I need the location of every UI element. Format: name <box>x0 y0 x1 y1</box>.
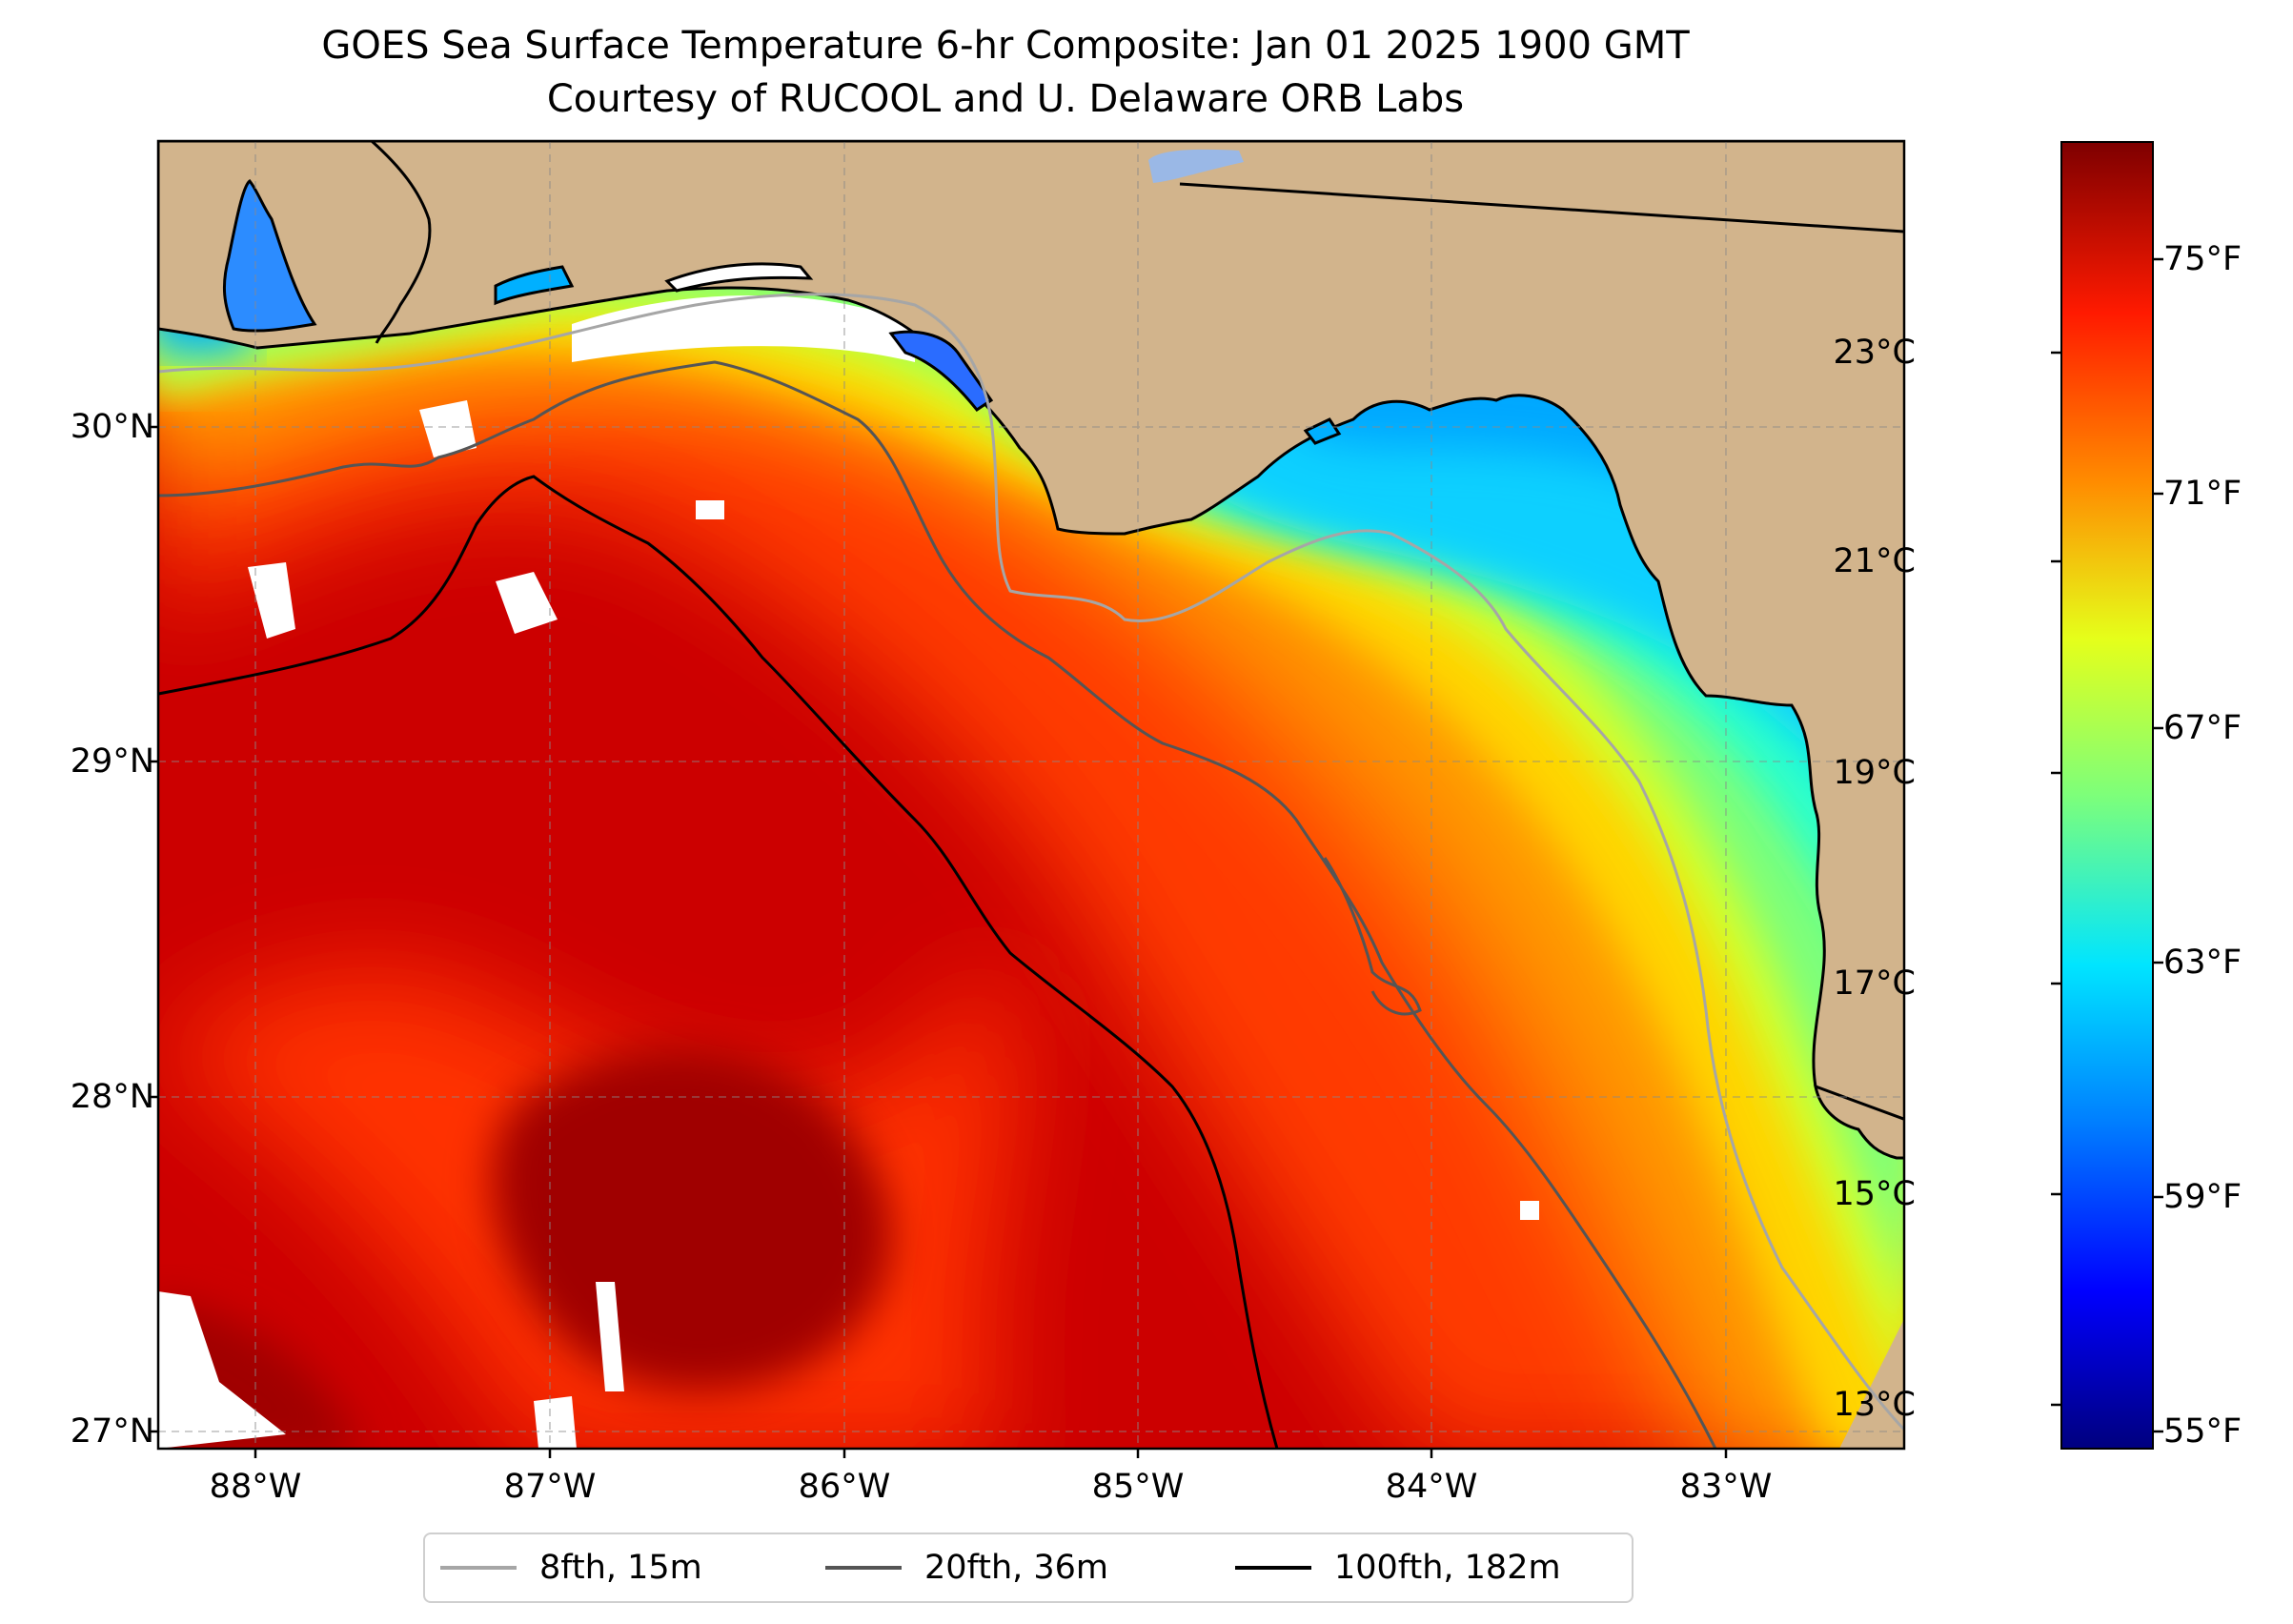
legend-item: 100fth, 182m <box>1235 1534 1561 1601</box>
legend-label: 100fth, 182m <box>1334 1549 1561 1587</box>
legend-item: 20fth, 36m <box>825 1534 1108 1601</box>
river-line <box>370 141 432 344</box>
fahrenheit-tick-label: 59°F <box>2163 1178 2242 1216</box>
fahrenheit-tick-label: 63°F <box>2163 944 2242 982</box>
celsius-tick-label: 23°C <box>1833 334 1916 372</box>
temperature-colorbar <box>2060 141 2154 1450</box>
lon-tick-label: 88°W <box>209 1468 302 1506</box>
lon-tick-label: 83°W <box>1679 1468 1773 1506</box>
legend-label: 8fth, 15m <box>539 1549 702 1587</box>
legend-swatch <box>440 1566 517 1570</box>
celsius-tick-label: 13°C <box>1833 1386 1916 1424</box>
axis-ticks <box>149 425 1728 1458</box>
colorbar-ticks <box>2051 257 2163 1433</box>
figure-title: GOES Sea Surface Temperature 6-hr Compos… <box>321 24 1690 68</box>
legend-item: 8fth, 15m <box>440 1534 702 1601</box>
graticule <box>158 141 1904 1449</box>
fahrenheit-tick-label: 71°F <box>2163 475 2242 513</box>
fahrenheit-tick-label: 75°F <box>2163 240 2242 278</box>
lon-tick-label: 86°W <box>798 1468 891 1506</box>
lon-tick-label: 85°W <box>1091 1468 1185 1506</box>
isobath-legend: 8fth, 15m 20fth, 36m 100fth, 182m <box>423 1533 1634 1603</box>
coastal-water <box>223 149 1342 445</box>
fahrenheit-tick-label: 55°F <box>2163 1412 2242 1451</box>
lat-tick-label: 28°N <box>70 1078 154 1116</box>
fahrenheit-tick-label: 67°F <box>2163 709 2242 747</box>
isobath-8fth <box>158 293 1904 1431</box>
legend-swatch <box>1235 1566 1311 1570</box>
lat-tick-label: 30°N <box>70 408 154 446</box>
lat-tick-label: 27°N <box>70 1412 154 1451</box>
lat-tick-label: 29°N <box>70 742 154 781</box>
celsius-tick-label: 15°C <box>1833 1175 1916 1213</box>
celsius-tick-label: 21°C <box>1833 542 1916 580</box>
celsius-tick-label: 17°C <box>1833 964 1916 1003</box>
legend-swatch <box>825 1566 902 1570</box>
legend-label: 20fth, 36m <box>924 1549 1109 1587</box>
figure-subtitle: Courtesy of RUCOOL and U. Delaware ORB L… <box>546 77 1465 121</box>
isobath-100fth <box>158 475 1279 1449</box>
map-frame <box>156 139 1906 1451</box>
state-boundary <box>1179 182 1904 233</box>
celsius-tick-label: 19°C <box>1833 754 1916 792</box>
land-mass <box>158 141 1904 1449</box>
lon-tick-label: 84°W <box>1385 1468 1478 1506</box>
lon-tick-label: 87°W <box>503 1468 597 1506</box>
isobath-20fth <box>158 360 1717 1449</box>
